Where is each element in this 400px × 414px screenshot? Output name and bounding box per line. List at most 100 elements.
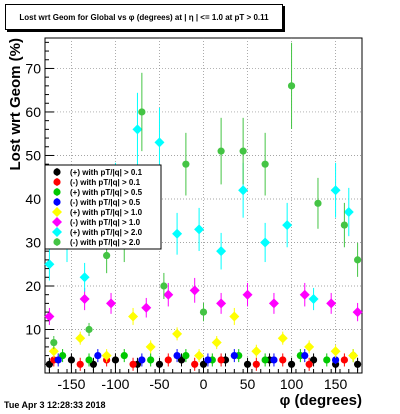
data-point xyxy=(282,220,293,231)
data-point xyxy=(211,337,222,348)
data-point xyxy=(242,289,253,300)
legend-entry-label: (+) with pT/|q| > 1.0 xyxy=(70,208,143,217)
data-point xyxy=(129,360,137,368)
x-tick-label: 50 xyxy=(240,376,256,392)
data-point xyxy=(164,356,172,364)
data-point xyxy=(132,124,143,135)
y-tick-label: 70 xyxy=(25,60,41,76)
data-point xyxy=(67,356,76,364)
data-point xyxy=(138,356,146,364)
data-point xyxy=(252,360,260,368)
data-point xyxy=(353,360,362,368)
chart-title: Lost wrt Geom for Global vs φ (degrees) … xyxy=(5,4,283,30)
data-point xyxy=(301,351,309,360)
data-point xyxy=(340,221,348,229)
data-point xyxy=(323,356,331,364)
data-point xyxy=(230,351,238,360)
y-tick-label: 20 xyxy=(25,278,41,294)
data-point xyxy=(216,246,227,257)
data-point xyxy=(189,285,200,296)
data-point xyxy=(191,360,199,368)
data-point xyxy=(204,356,212,364)
x-tick-label: 0 xyxy=(200,376,208,392)
data-point xyxy=(50,338,58,347)
data-point xyxy=(352,307,363,318)
legend: (+) with pT/|q| > 0.1(-) with pT/|q| > 0… xyxy=(44,164,162,250)
data-point xyxy=(54,356,62,364)
data-point xyxy=(172,228,183,239)
data-point xyxy=(94,351,102,360)
y-tick-label: 60 xyxy=(25,104,41,120)
data-point xyxy=(138,108,146,116)
data-point xyxy=(330,185,341,196)
data-point xyxy=(89,360,98,368)
data-point xyxy=(261,356,269,364)
data-point xyxy=(340,356,348,364)
series-5 xyxy=(44,277,363,325)
data-point xyxy=(75,333,86,344)
data-point xyxy=(199,308,208,316)
x-tick-label: -50 xyxy=(149,376,169,392)
data-point xyxy=(343,207,354,218)
data-point xyxy=(229,311,240,322)
legend-marker xyxy=(52,207,62,217)
data-point xyxy=(120,351,128,360)
data-point xyxy=(79,294,90,305)
data-point xyxy=(326,298,337,309)
y-tick-label: 40 xyxy=(25,191,41,207)
data-point xyxy=(305,360,313,368)
data-point xyxy=(287,82,296,90)
legend-marker xyxy=(53,198,61,206)
series-1 xyxy=(50,353,348,371)
legend-marker xyxy=(53,188,61,196)
data-point xyxy=(194,350,205,361)
data-point xyxy=(103,251,111,260)
data-point xyxy=(331,356,340,364)
legend-marker xyxy=(52,217,62,227)
data-point xyxy=(279,356,287,364)
legend-entry-label: (-) with pT/|q| > 1.0 xyxy=(70,218,141,227)
data-point xyxy=(45,360,54,368)
grid xyxy=(45,38,362,373)
data-point xyxy=(79,272,90,283)
legend-marker xyxy=(53,238,61,246)
data-point xyxy=(299,289,310,300)
x-tick-label: -150 xyxy=(57,376,85,392)
data-point xyxy=(101,350,112,361)
data-point xyxy=(314,199,322,207)
data-point xyxy=(160,282,168,290)
data-point xyxy=(76,360,84,368)
axes: -150 -100 -50 0 50 100 150 10 20 30 40 50 60 70 xyxy=(25,41,359,392)
data-point xyxy=(330,346,341,357)
data-point xyxy=(182,351,190,360)
data-point xyxy=(217,356,225,364)
x-tick-label: 100 xyxy=(280,376,304,392)
x-axis-title: φ (degrees) xyxy=(280,392,362,409)
legend-entry-label: (+) with pT/|q| > 2.0 xyxy=(70,228,143,237)
data-point xyxy=(304,341,315,352)
data-point xyxy=(128,311,139,322)
legend-box xyxy=(44,164,162,250)
data-point xyxy=(308,294,319,305)
legend-marker xyxy=(53,178,61,186)
legend-entry-label: (-) with pT/|q| > 0.5 xyxy=(70,198,141,207)
data-point xyxy=(44,259,55,270)
y-tick-label: 10 xyxy=(25,321,41,337)
series-4 xyxy=(48,307,359,363)
data-point xyxy=(85,356,93,364)
data-point xyxy=(261,160,269,168)
data-point xyxy=(44,311,55,322)
x-tick-label: -100 xyxy=(101,376,129,392)
data-point xyxy=(172,328,183,339)
data-point xyxy=(106,298,117,309)
data-point xyxy=(85,325,93,334)
data-point xyxy=(238,185,249,196)
y-axis-title: Lost wrt Geom (%) xyxy=(7,38,24,171)
data-point xyxy=(163,289,174,300)
data-point xyxy=(251,346,262,357)
data-point xyxy=(353,256,362,264)
legend-marker xyxy=(52,227,62,237)
data-point xyxy=(177,356,186,364)
legend-marker xyxy=(53,168,61,176)
